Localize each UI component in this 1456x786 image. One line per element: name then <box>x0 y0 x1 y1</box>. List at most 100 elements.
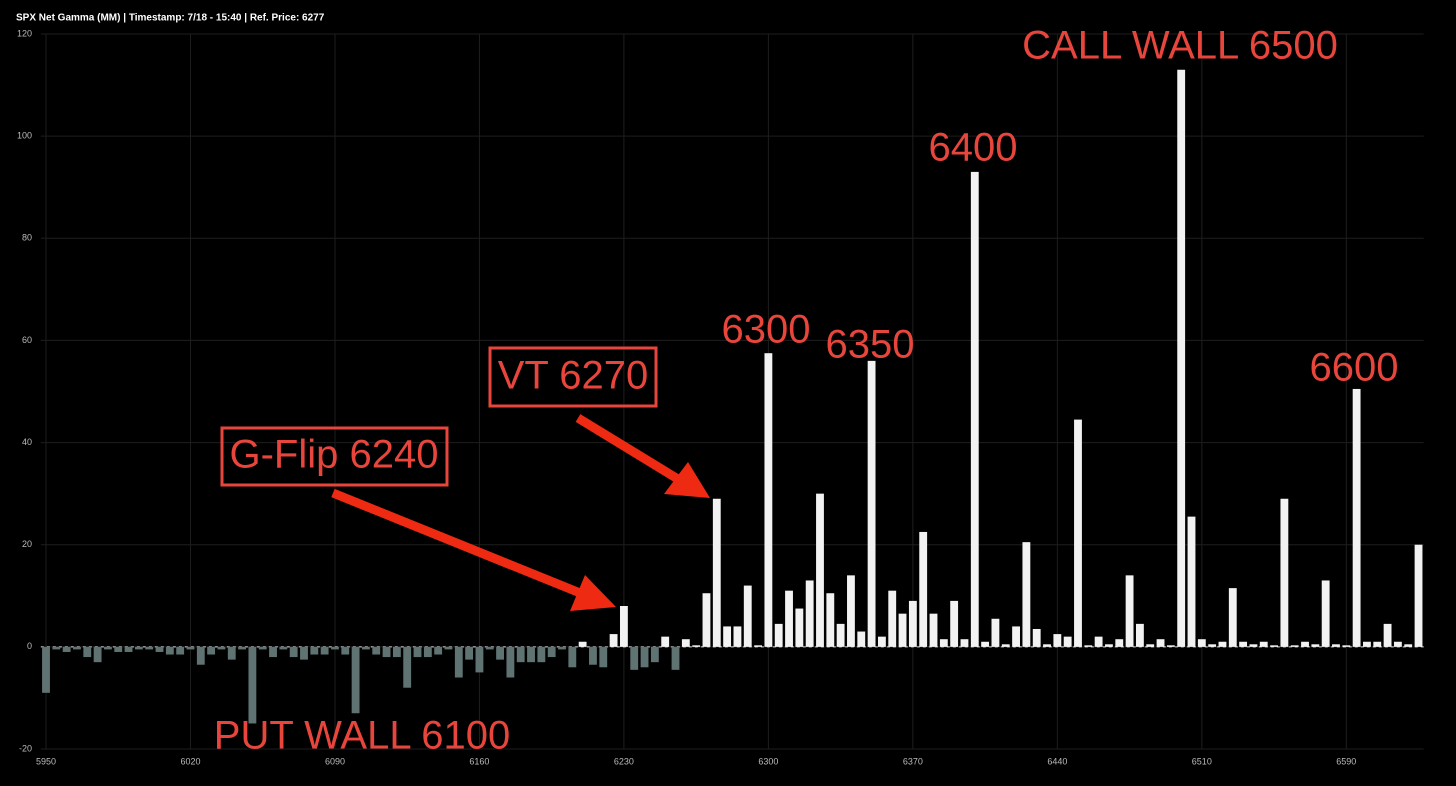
y-tick-label: 20 <box>22 539 32 549</box>
bar <box>403 646 412 688</box>
bar <box>93 646 102 663</box>
bar <box>578 641 587 647</box>
bar <box>176 646 185 655</box>
bar <box>331 646 339 650</box>
bar <box>1084 645 1093 647</box>
bar <box>1074 419 1082 647</box>
bar <box>898 613 907 647</box>
bar <box>1135 623 1144 647</box>
bar <box>630 646 639 670</box>
arrow-head <box>664 462 710 498</box>
bar <box>1218 641 1227 647</box>
bar <box>1063 636 1072 647</box>
bar <box>991 618 1000 647</box>
bar <box>289 646 298 658</box>
bar <box>1414 544 1423 647</box>
bar <box>341 646 350 655</box>
bar <box>217 646 226 650</box>
annotation: CALL WALL 6500 <box>1022 24 1338 68</box>
x-tick-label: 6370 <box>903 756 923 766</box>
bar <box>52 646 61 650</box>
bar <box>527 646 535 663</box>
chart-title: SPX Net Gamma (MM) | Timestamp: 7/18 - 1… <box>16 13 325 24</box>
bar <box>1177 69 1186 647</box>
annotation-box <box>488 346 658 408</box>
bar <box>413 646 422 658</box>
bar <box>392 646 401 658</box>
bar <box>227 646 236 660</box>
bar <box>774 623 783 647</box>
bar <box>558 646 566 650</box>
bar <box>764 353 773 647</box>
bar <box>950 600 959 647</box>
x-tick-label: 6090 <box>325 756 345 766</box>
annotation: 6350 <box>826 323 915 367</box>
bar <box>361 646 370 650</box>
bar <box>1373 641 1382 647</box>
bar <box>1197 639 1206 647</box>
x-tick-label: 6440 <box>1047 756 1067 766</box>
bar <box>165 646 174 655</box>
annotation: 6600 <box>1310 346 1399 390</box>
bar <box>733 626 742 647</box>
bar <box>702 593 711 647</box>
bar <box>103 646 112 650</box>
x-tick-label: 6160 <box>469 756 489 766</box>
bar <box>1032 628 1041 647</box>
bar <box>1156 639 1165 647</box>
bar <box>372 646 381 655</box>
bar <box>1249 644 1258 647</box>
bar <box>1053 634 1062 647</box>
bar <box>981 641 990 647</box>
bar <box>1332 644 1340 647</box>
bar <box>661 636 670 647</box>
x-tick-label: 6230 <box>614 756 634 766</box>
bar <box>1228 588 1237 647</box>
y-tick-label: -20 <box>19 743 32 753</box>
bar <box>568 646 577 668</box>
bar <box>908 600 917 647</box>
bar <box>1311 644 1320 647</box>
bar <box>1280 498 1289 647</box>
bar <box>238 646 246 650</box>
bar <box>1239 641 1248 647</box>
bar <box>1125 575 1134 647</box>
bar <box>537 646 546 663</box>
bar <box>867 360 876 647</box>
bar <box>1404 644 1413 647</box>
bar <box>1115 639 1124 647</box>
bar <box>248 646 257 724</box>
bar <box>960 639 969 647</box>
annotation: G-Flip 6240 <box>230 433 439 477</box>
bar <box>516 646 525 663</box>
bar <box>320 646 329 655</box>
bar <box>1290 645 1299 647</box>
bar <box>650 646 659 663</box>
bar <box>1105 644 1113 647</box>
bar <box>589 646 597 665</box>
bar <box>1270 645 1278 647</box>
bar <box>1012 626 1020 647</box>
bar <box>196 646 205 665</box>
bar <box>743 585 752 647</box>
bar <box>795 608 804 647</box>
bar <box>444 646 453 650</box>
bar <box>310 646 319 655</box>
bar <box>186 646 195 650</box>
bar <box>269 646 277 658</box>
bar <box>382 646 391 658</box>
annotations: CALL WALL 6500 6400 6300 6350 6600 VT 6270 G-F… <box>214 24 1399 758</box>
bar <box>681 639 690 647</box>
bar <box>506 646 515 678</box>
bar <box>1259 641 1268 647</box>
bar <box>671 646 680 670</box>
annotation: 6300 <box>722 308 811 352</box>
bar <box>826 593 835 647</box>
bar <box>155 646 164 652</box>
bar <box>1094 636 1103 647</box>
bar <box>207 646 216 655</box>
bar <box>805 580 814 647</box>
bar <box>1363 641 1371 647</box>
bar <box>465 646 474 660</box>
